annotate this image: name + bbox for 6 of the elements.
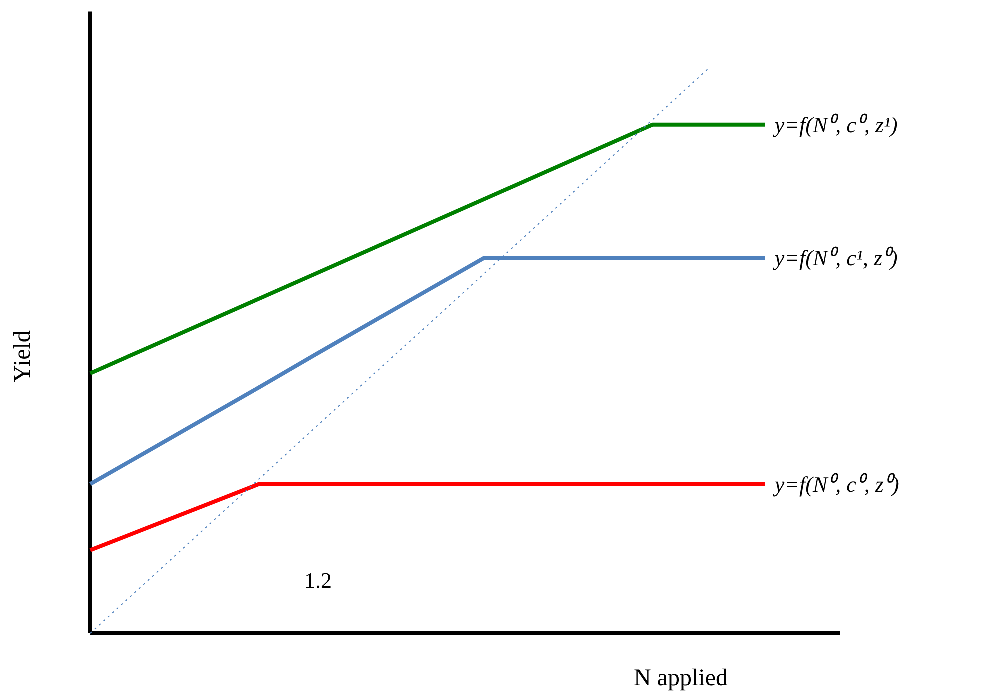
annotation: 1.2: [304, 568, 332, 593]
series-label: y=f(N⁰, c¹, z⁰): [772, 246, 898, 271]
y-axis-title: Yield: [10, 330, 36, 383]
x-axis-title: N applied: [634, 666, 728, 692]
series-label: y=f(N⁰, c⁰, z⁰): [772, 472, 900, 497]
series-label: y=f(N⁰, c⁰, z¹): [772, 112, 898, 138]
